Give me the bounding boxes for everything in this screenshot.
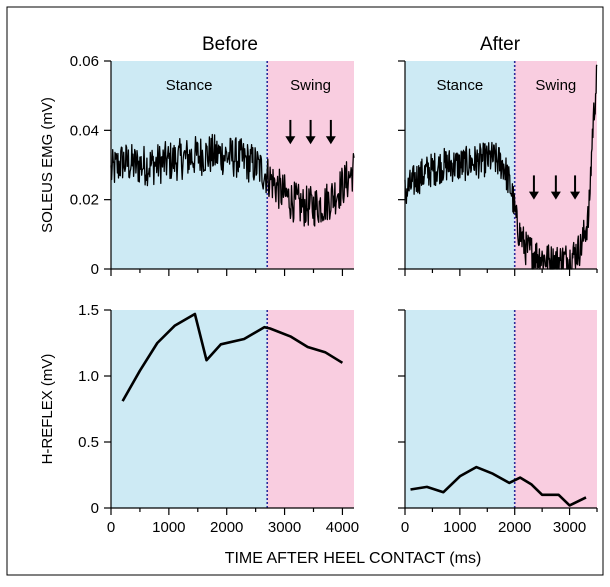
y-tick-label: 1.0: [78, 368, 99, 385]
x-tick-label: 3000: [268, 519, 301, 536]
swing-region: [514, 310, 597, 508]
y-tick-label: 0.06: [70, 53, 99, 70]
y-tick-label: 0.5: [78, 434, 99, 451]
arrow-head: [285, 136, 296, 145]
swing-label: Swing: [535, 77, 576, 94]
swing-region: [267, 310, 354, 508]
stance-region: [111, 310, 268, 508]
y-tick-label: 0.04: [70, 122, 99, 139]
arrow-head: [550, 191, 561, 200]
series-line: [404, 64, 598, 270]
panel-emg-after: Stance Swing After: [398, 34, 598, 276]
x-tick-label: 2000: [498, 519, 531, 536]
x-tick-label: 3000: [553, 519, 586, 536]
y-tick-label: 0.02: [70, 192, 99, 209]
x-axis-label: TIME AFTER HEEL CONTACT (ms): [225, 550, 482, 567]
swing-region: [267, 61, 354, 269]
x-tick-label: 1000: [152, 519, 185, 536]
x-tick-label: 0: [401, 519, 409, 536]
x-tick-label: 1000: [443, 519, 476, 536]
x-tick-label: 0: [107, 519, 115, 536]
y-tick-label: 1.5: [78, 302, 99, 319]
panel-h-reflex-after: 0 1000 2000 3000: [398, 309, 598, 536]
panel-h-reflex-before: 0 0.5 1.0 1.5 0 1000 2000 3000 4000 H-REFLEX (mV): [39, 302, 359, 536]
x-tick-label: 4000: [326, 519, 359, 536]
series-line: [410, 465, 587, 507]
y-tick-label: 0: [91, 500, 99, 517]
series-line: [121, 312, 344, 402]
arrow-head: [305, 136, 316, 145]
y-axis-label: SOLEUS EMG (mV): [39, 97, 56, 233]
y-tick-label: 0: [91, 261, 99, 278]
panel-title: After: [480, 34, 521, 55]
series-line: [110, 133, 355, 227]
panel-emg-before: Stance Swing Before 0 0.02 0.04 0.06 SOLEUS EMG…: [39, 34, 355, 278]
arrow-head: [325, 136, 336, 145]
panel-title: Before: [202, 34, 258, 55]
stance-label: Stance: [166, 77, 213, 94]
arrow-head: [528, 191, 539, 200]
swing-label: Swing: [290, 77, 331, 94]
stance-label: Stance: [437, 77, 484, 94]
y-axis-label: H-REFLEX (mV): [39, 354, 56, 465]
x-tick-label: 2000: [210, 519, 243, 536]
arrow-head: [570, 191, 581, 200]
stance-region: [405, 310, 515, 508]
